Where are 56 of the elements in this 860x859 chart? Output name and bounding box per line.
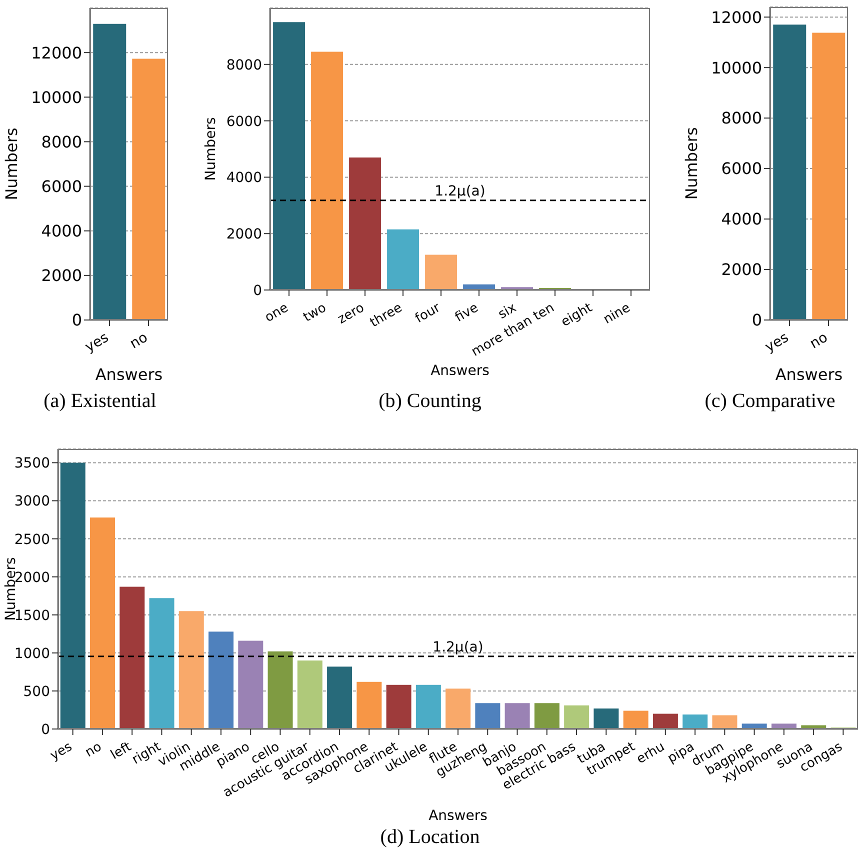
y-tick-label: 4000 bbox=[721, 210, 762, 229]
x-axis-title: Answers bbox=[775, 365, 843, 384]
y-tick-label: 4000 bbox=[226, 170, 262, 186]
y-tick-label: 6000 bbox=[226, 114, 262, 130]
y-tick-label: 4000 bbox=[41, 222, 82, 241]
text: (d) Location bbox=[379, 826, 481, 849]
y-tick-label: 1500 bbox=[14, 608, 50, 624]
y-tick-label: 8000 bbox=[721, 108, 762, 128]
y-tick-label: 8000 bbox=[41, 132, 82, 152]
x-tick-label: one bbox=[262, 300, 291, 326]
y-tick-label: 10000 bbox=[711, 58, 762, 78]
y-tick-label: 0 bbox=[253, 282, 262, 299]
y-tick-label: 10000 bbox=[31, 88, 82, 107]
x-axis-title: Answers bbox=[430, 363, 490, 379]
x-tick-label: two bbox=[300, 300, 330, 326]
y-tick-label: 2000 bbox=[721, 260, 762, 280]
y-tick-label: 0 bbox=[41, 722, 50, 738]
y-tick-label: 3500 bbox=[14, 456, 50, 472]
y-tick-label: 12000 bbox=[711, 8, 762, 27]
y-axis-title: Numbers bbox=[203, 117, 220, 181]
x-tick-label: yes bbox=[762, 330, 792, 356]
x-tick-label: yes bbox=[82, 330, 112, 356]
text: (a) Existential bbox=[42, 390, 158, 413]
x-tick-label: erhu bbox=[634, 739, 668, 768]
y-tick-label: 500 bbox=[23, 684, 50, 700]
ref-line-label: 1.2μ(a) bbox=[434, 183, 486, 200]
y-tick-label: 2000 bbox=[226, 226, 262, 243]
y-tick-label: 2000 bbox=[14, 570, 50, 586]
x-tick-label: zero bbox=[335, 300, 368, 328]
x-tick-label: six bbox=[496, 300, 520, 323]
x-tick-label: no bbox=[127, 330, 150, 352]
x-tick-label: no bbox=[82, 739, 104, 761]
y-tick-label: 3000 bbox=[14, 494, 50, 510]
y-tick-label: 0 bbox=[72, 310, 82, 330]
text: (c) Comparative bbox=[704, 390, 836, 413]
y-tick-label: 6000 bbox=[721, 159, 762, 178]
text: (b) Counting bbox=[378, 390, 482, 413]
x-axis-title: Answers bbox=[95, 365, 163, 384]
x-tick-label: no bbox=[807, 330, 830, 352]
x-tick-label: three bbox=[368, 300, 405, 331]
y-axis-title: Numbers bbox=[682, 127, 702, 200]
ref-line-label: 1.2μ(a) bbox=[432, 639, 484, 656]
y-tick-label: 8000 bbox=[226, 57, 262, 74]
y-axis-title: Numbers bbox=[2, 128, 22, 200]
y-tick-label: 2500 bbox=[14, 532, 50, 548]
x-tick-label: four bbox=[412, 300, 444, 327]
y-tick-label: 6000 bbox=[41, 176, 82, 196]
y-tick-label: 1000 bbox=[14, 646, 50, 662]
x-tick-label: eight bbox=[558, 300, 595, 330]
y-tick-label: 12000 bbox=[31, 43, 82, 62]
x-tick-label: five bbox=[452, 300, 481, 326]
x-tick-label: nine bbox=[601, 300, 633, 328]
x-tick-label: yes bbox=[48, 739, 76, 764]
y-tick-label: 2000 bbox=[41, 266, 82, 286]
y-tick-label: 0 bbox=[752, 310, 762, 330]
x-axis-title: Answers bbox=[428, 808, 488, 824]
